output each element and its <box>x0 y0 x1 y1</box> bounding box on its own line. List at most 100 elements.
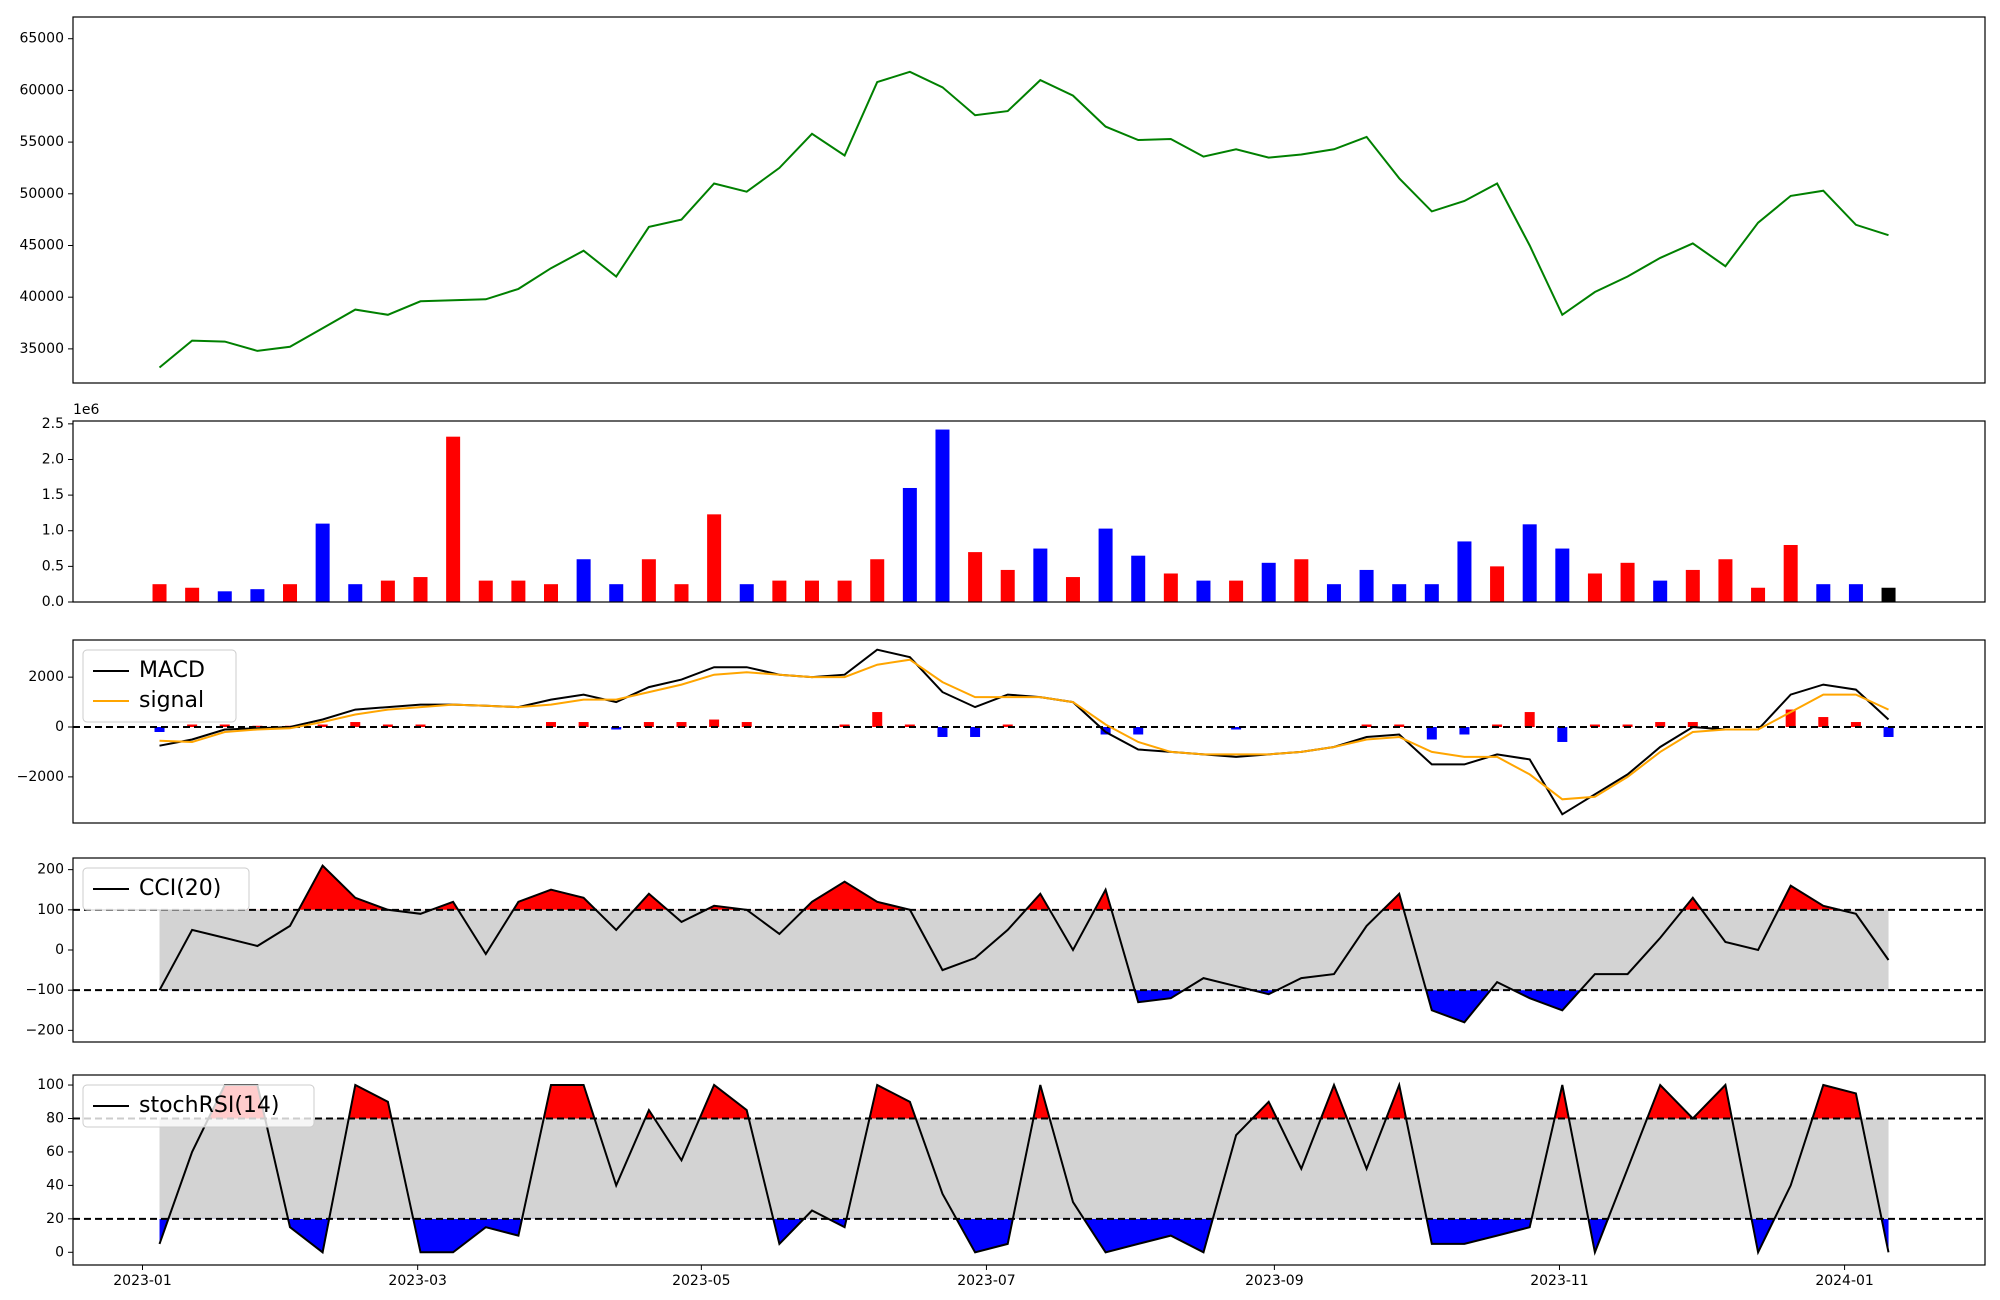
y-tick-label: 200 <box>37 862 64 878</box>
volume-bar <box>1098 528 1113 602</box>
histogram-bar <box>1622 724 1633 728</box>
volume-bar <box>1620 562 1635 602</box>
histogram-bar <box>252 725 263 728</box>
y-tick-label: 2000 <box>28 669 64 685</box>
y-tick-label: 35000 <box>19 341 64 357</box>
histogram-bar <box>741 722 752 728</box>
neutral-band <box>159 909 1889 991</box>
histogram-bar <box>643 722 654 728</box>
histogram-bar <box>1818 717 1829 728</box>
legend: CCI(20) <box>82 867 250 911</box>
volume-bar <box>1816 584 1831 602</box>
histogram-bar <box>350 722 361 728</box>
histogram-bar <box>872 712 883 728</box>
y-tick-label: 20 <box>46 1211 64 1227</box>
axes-frame <box>72 16 1986 384</box>
legend-box <box>82 867 250 911</box>
y-tick-label: 0 <box>55 1244 64 1260</box>
histogram-bar <box>1133 727 1144 735</box>
y-tick-label: 0 <box>55 942 64 958</box>
legend-label: signal <box>139 688 204 713</box>
volume-bar <box>1261 562 1276 602</box>
volume-bar <box>1522 524 1537 602</box>
volume-bar <box>576 559 591 602</box>
volume-bar <box>1555 548 1570 602</box>
histogram-bar <box>970 727 981 737</box>
overbought-fill <box>208 1085 1862 1119</box>
histogram-bar <box>839 724 850 728</box>
volume-bar <box>1163 573 1178 602</box>
y-tick-label: 40000 <box>19 289 64 305</box>
axes-frame <box>72 420 1986 603</box>
plot-area <box>73 648 1985 816</box>
volume-bar <box>1000 569 1015 602</box>
legend-box <box>82 1084 315 1128</box>
histogram-bar <box>1850 722 1861 728</box>
histogram-bar <box>1883 727 1894 737</box>
histogram-bar <box>1492 724 1503 728</box>
x-tick-label: 2023-07 <box>957 1273 1016 1289</box>
volume-bar <box>935 429 950 602</box>
axes-frame <box>72 639 1986 824</box>
y-tick-label: 60000 <box>19 82 64 98</box>
volume-bar <box>478 580 493 602</box>
volume-bar <box>250 589 265 602</box>
volume-bar <box>772 580 787 602</box>
y-tick-label: 80 <box>46 1110 64 1126</box>
plot-area <box>73 863 1985 1024</box>
y-tick-label: 0.5 <box>42 558 64 574</box>
histogram-bar <box>1426 727 1437 740</box>
y-tick-label: 50000 <box>19 186 64 202</box>
y-tick-label: 100 <box>37 1077 64 1093</box>
x-tick-label: 2023-11 <box>1530 1273 1589 1289</box>
volume-bar <box>1490 566 1505 602</box>
volume-bar <box>315 523 330 602</box>
plot-area <box>152 429 1896 602</box>
histogram-bar <box>1524 712 1535 728</box>
volume-bar <box>1848 584 1863 602</box>
volume-bar <box>1653 580 1668 602</box>
volume-bar <box>707 514 722 602</box>
volume-bar <box>641 559 656 602</box>
indicator-line <box>159 648 1890 816</box>
x-tick-label: 2023-01 <box>113 1273 172 1289</box>
legend: stochRSI(14) <box>82 1084 315 1128</box>
y-tick-label: 55000 <box>19 134 64 150</box>
histogram-bar <box>415 724 426 728</box>
axes-frame <box>72 1074 1986 1266</box>
volume-bar <box>511 580 526 602</box>
volume-bar <box>609 584 624 602</box>
volume-bar <box>739 584 754 602</box>
x-tick-label: 2023-09 <box>1245 1273 1304 1289</box>
histogram-bar <box>1459 727 1470 735</box>
histogram-bar <box>1655 722 1666 728</box>
histogram-bar <box>317 724 328 728</box>
volume-bar <box>1229 580 1244 602</box>
volume-bar <box>217 591 232 602</box>
histogram-bar <box>382 724 393 728</box>
volume-bar <box>837 580 852 602</box>
indicator-line <box>159 658 1889 801</box>
volume-bar <box>1294 559 1309 602</box>
y-tick-label: −200 <box>26 1022 64 1038</box>
histogram-bar <box>1394 724 1405 728</box>
legend-box <box>82 649 237 723</box>
histogram-bar <box>676 722 687 728</box>
volume-bar <box>1751 587 1766 602</box>
histogram-bar <box>546 722 556 728</box>
y-tick-label: 0.0 <box>42 594 64 610</box>
volume-bar <box>674 584 689 602</box>
histogram-bar <box>187 724 198 728</box>
volume-bar <box>1783 544 1798 602</box>
y-tick-label: 1.5 <box>42 487 64 503</box>
plot-area <box>73 1081 1985 1256</box>
volume-bar <box>1587 573 1602 602</box>
volume-bar <box>283 584 298 602</box>
volume-bar <box>902 487 917 602</box>
y-tick-label: 100 <box>37 902 64 918</box>
volume-bar <box>380 580 395 602</box>
volume-bar <box>1326 584 1341 602</box>
y-tick-label: 0 <box>55 719 64 735</box>
histogram-bar <box>1785 709 1796 728</box>
